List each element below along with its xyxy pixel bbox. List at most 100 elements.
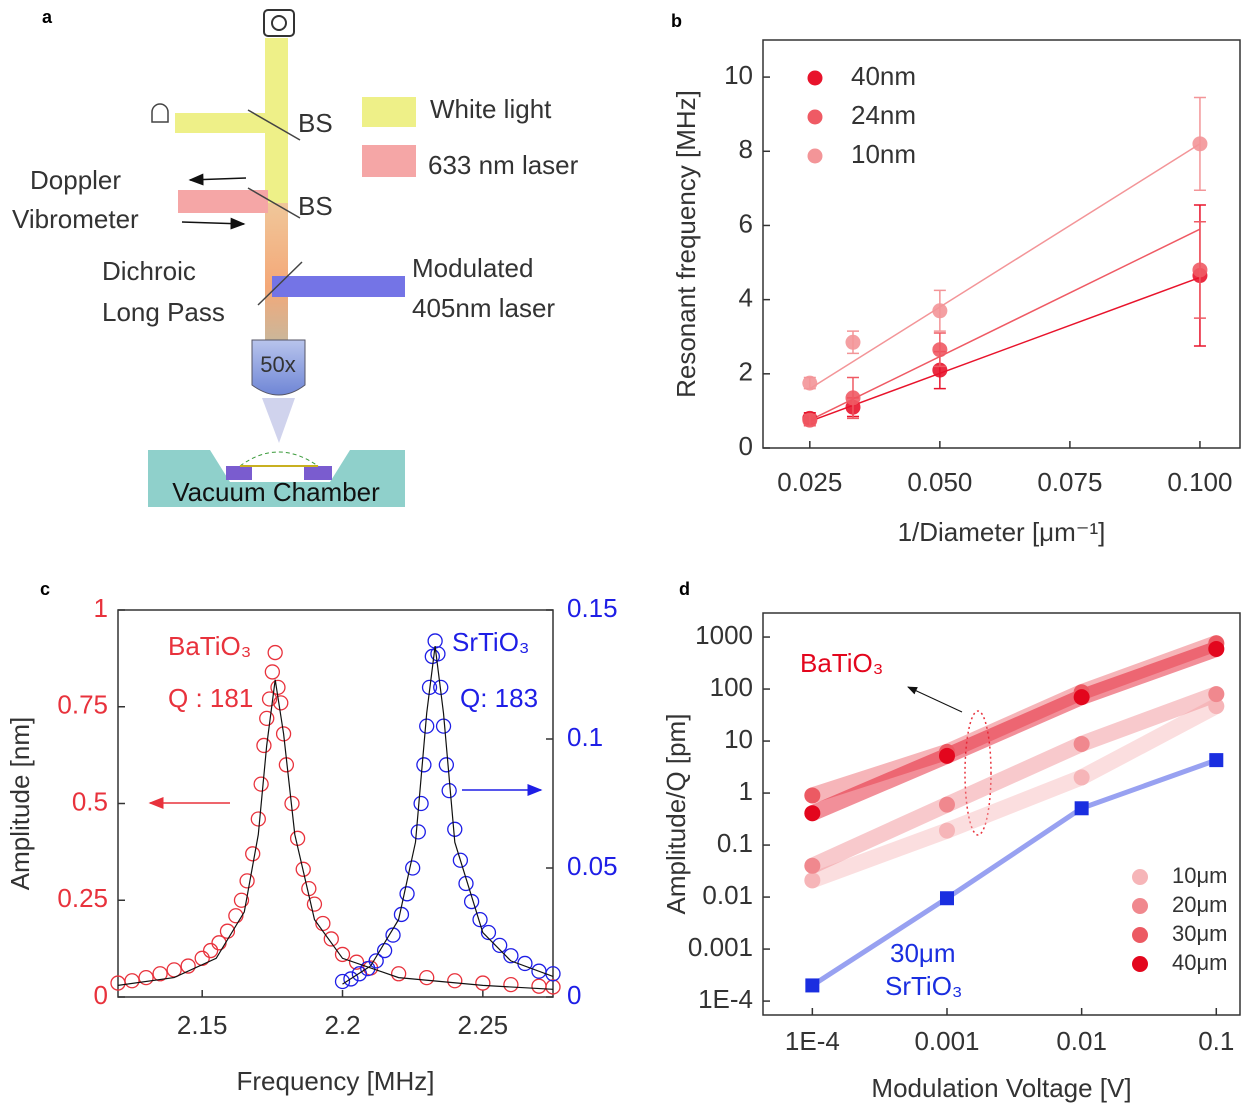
data-point	[1209, 753, 1224, 768]
data-point	[938, 747, 955, 764]
x-tick-label: 0.1	[1198, 1026, 1234, 1056]
label: Vacuum Chamber	[172, 477, 380, 507]
legend-marker	[807, 148, 823, 164]
data-point	[385, 927, 401, 943]
legend-text: 10nm	[851, 139, 916, 169]
data-point	[531, 978, 547, 994]
legend-text: 30μm	[1172, 921, 1227, 946]
legend-marker	[1132, 927, 1148, 943]
data-point	[295, 861, 311, 877]
x-tick-label: 2.15	[177, 1010, 228, 1040]
trend-band	[804, 641, 1225, 822]
legend-swatch	[362, 145, 416, 177]
y-tick-label: 4	[739, 283, 753, 313]
data-point	[503, 976, 519, 993]
data-point	[441, 782, 457, 799]
legend-marker	[807, 109, 823, 125]
data-point	[138, 970, 154, 986]
data-point	[480, 924, 497, 941]
highlight-ellipse	[964, 710, 992, 836]
panel-label: b	[671, 11, 682, 31]
panel-label: d	[679, 579, 690, 599]
y-tick-label: 1	[739, 776, 753, 806]
data-point	[334, 973, 351, 990]
data-point	[1208, 640, 1225, 657]
data-point	[805, 978, 820, 993]
data-point	[413, 795, 429, 812]
data-point	[1074, 801, 1089, 816]
y-tick-label: 100	[710, 672, 753, 702]
x-tick-label: 0.025	[777, 467, 842, 497]
data-point	[228, 908, 244, 924]
y-tick-label: 0.001	[688, 932, 753, 962]
data-point	[1208, 686, 1225, 703]
arrow	[188, 173, 247, 186]
dichroic-mirror	[257, 261, 303, 306]
data-point	[343, 971, 359, 987]
data-point	[932, 342, 948, 358]
y-tick-label: 0.1	[717, 828, 753, 858]
y-tick-label: 0.25	[57, 883, 108, 913]
x-axis-title: Modulation Voltage [V]	[871, 1073, 1131, 1103]
x-tick-label: 0.050	[907, 467, 972, 497]
y-tick-label: 1000	[695, 620, 753, 650]
data-point	[166, 962, 182, 978]
trend-band	[804, 635, 1225, 804]
data-point	[334, 946, 351, 963]
label: Vibrometer	[12, 204, 139, 234]
x-tick-label: 0.001	[914, 1026, 979, 1056]
data-point	[845, 390, 861, 406]
white-beam-input	[175, 113, 275, 133]
data-point	[124, 973, 140, 989]
data-point	[180, 958, 196, 974]
data-point	[233, 892, 250, 908]
camera-lens	[271, 15, 287, 31]
panel-label: a	[42, 7, 53, 27]
label: 50x	[260, 352, 295, 377]
y-axis-title: Resonant frequency [MHz]	[671, 90, 701, 398]
data-point	[393, 906, 410, 923]
x-tick-label: 2.25	[458, 1010, 509, 1040]
legend-swatch	[362, 97, 416, 127]
data-point	[804, 872, 821, 889]
data-point	[452, 852, 469, 868]
white-beam	[265, 38, 288, 203]
fit-line	[809, 143, 1201, 390]
annotation: 30μm	[890, 938, 956, 968]
y2-tick-label: 0.15	[567, 593, 618, 623]
data-point	[219, 923, 236, 939]
data-point	[938, 822, 955, 839]
data-point	[447, 821, 463, 837]
data-point	[267, 644, 283, 661]
data-point	[323, 931, 339, 947]
y-axis-title: Amplitude [nm]	[5, 717, 35, 890]
legend-text: 10μm	[1172, 863, 1227, 888]
y-tick-label: 8	[739, 134, 753, 164]
data-point	[1192, 262, 1208, 278]
annotation: Q: 183	[460, 683, 538, 713]
data-point	[360, 960, 376, 977]
annotation: BaTiO₃	[168, 631, 251, 661]
x-tick-label: 2.2	[324, 1010, 360, 1040]
setup-diagram: BS BS White light 633 nm laser Doppler V…	[12, 9, 579, 507]
y2-tick-label: 0	[567, 980, 581, 1010]
x-tick-label: 1E-4	[785, 1026, 840, 1056]
light-cone	[262, 398, 295, 443]
trend-band	[804, 698, 1225, 889]
data-point	[938, 796, 955, 813]
data-point	[256, 737, 272, 754]
label: Doppler	[30, 165, 121, 195]
x-axis-title: Frequency [MHz]	[237, 1066, 435, 1096]
y2-tick-label: 0.1	[567, 722, 603, 752]
x-tick-label: 0.01	[1056, 1026, 1107, 1056]
data-point	[435, 718, 452, 734]
fit-line	[117, 679, 554, 990]
y-tick-label: 0.5	[72, 786, 108, 816]
membrane	[239, 451, 319, 467]
data-point	[430, 646, 446, 662]
y-tick-label: 10	[724, 60, 753, 90]
y-tick-label: 10	[724, 724, 753, 754]
data-point	[250, 811, 266, 827]
legend-text: 40μm	[1172, 950, 1227, 975]
